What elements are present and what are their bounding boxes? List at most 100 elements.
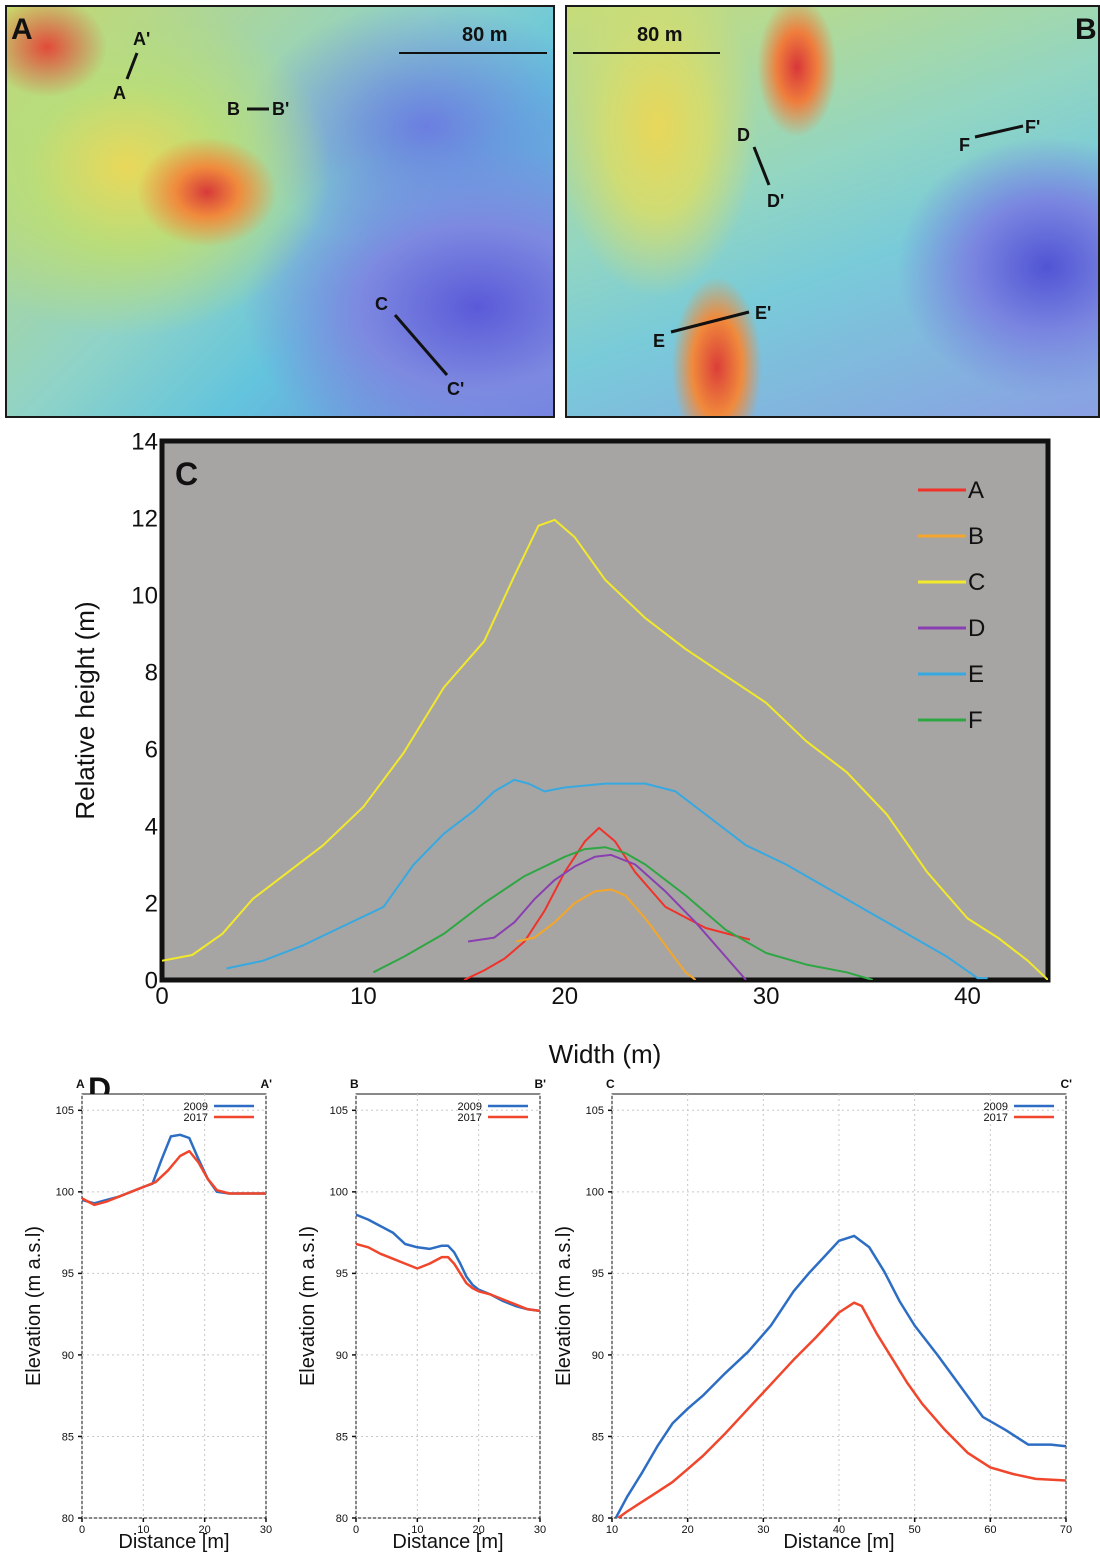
chart-c-x-tick-label: 10 xyxy=(350,983,377,1010)
chart-c-x-axis-label: Width (m) xyxy=(549,1039,662,1069)
chart-d2-y-tick-label: 95 xyxy=(336,1268,348,1280)
chart-d3-x-tick-label: 10 xyxy=(606,1524,618,1536)
profile-line-c xyxy=(393,314,449,376)
chart-d1-y-tick-label: 100 xyxy=(56,1187,74,1199)
chart-d2-y-tick-label: 85 xyxy=(336,1431,348,1443)
chart-d2-x-tick-label: 30 xyxy=(534,1524,546,1536)
chart-c-y-tick-label: 4 xyxy=(145,813,158,840)
relative-height-chart: 0 10 20 30 40 0 2 4 6 8 10 12 14 Width (m) Relative he… xyxy=(70,428,1051,1069)
chart-d1-group: 0 10 20 30 80 85 90 95 100 105 Distance [m] Elevati… xyxy=(23,1093,272,1553)
chart-d3-x-tick-label: 40 xyxy=(833,1524,845,1536)
chart-c-series-e-line xyxy=(226,778,988,980)
chart-d3-y-axis-label: Elevation (m a.s.l) xyxy=(553,1226,575,1386)
profile-c-start: C xyxy=(375,294,388,314)
chart-c-legend-label-e: E xyxy=(968,661,984,688)
chart-d2-end-label: B' xyxy=(534,1077,546,1091)
chart-d1-x-tick-label: 20 xyxy=(199,1524,211,1536)
chart-d1-y-axis-label: Elevation (m a.s.l) xyxy=(23,1226,45,1386)
chart-d2-series-2017-line xyxy=(356,1242,540,1313)
chart-d1-start-label: A xyxy=(76,1077,85,1091)
profile-line-f xyxy=(974,124,1024,139)
profile-b-start: B xyxy=(227,99,240,119)
profile-a-end: A' xyxy=(133,29,150,49)
profile-b-end: B' xyxy=(272,99,289,119)
chart-d1-y-tick-label: 95 xyxy=(62,1268,74,1280)
chart-c-y-tick-label: 2 xyxy=(145,890,158,917)
chart-d3-y-tick-label: 105 xyxy=(586,1105,604,1117)
chart-d2-x-tick-label: 0 xyxy=(353,1524,359,1536)
chart-c-legend-label-c: C xyxy=(968,569,985,596)
map-b-overlay: 80 m D D' E E' F F' xyxy=(573,24,1040,351)
profile-a-start: A xyxy=(113,83,126,103)
chart-d3-y-tick-label: 85 xyxy=(592,1431,604,1443)
chart-d3-start-label: C xyxy=(606,1077,615,1091)
chart-d2-group: 0 10 20 30 80 85 90 95 100 105 Distance [m] Elevati… xyxy=(297,1093,546,1553)
chart-d3-x-tick-label: 20 xyxy=(682,1524,694,1536)
chart-d1-y-tick-label: 90 xyxy=(62,1350,74,1362)
chart-c-plot-area xyxy=(159,438,1051,983)
chart-d3-y-tick-label: 95 xyxy=(592,1268,604,1280)
scale-label-a: 80 m xyxy=(462,24,508,46)
chart-d1-y-tick-label: 85 xyxy=(62,1431,74,1443)
profile-line-d xyxy=(752,146,771,186)
chart-d1-legend-label-2009: 2009 xyxy=(184,1101,208,1113)
chart-d2-y-tick-label: 90 xyxy=(336,1350,348,1362)
panel-letter-c: C xyxy=(175,456,198,492)
chart-d2-y-tick-label: 105 xyxy=(330,1105,348,1117)
chart-c-y-axis-label: Relative height (m) xyxy=(70,601,100,819)
chart-c-series-c-line xyxy=(162,518,1048,980)
chart-d3-x-tick-label: 50 xyxy=(909,1524,921,1536)
profile-c-end: C' xyxy=(447,379,464,399)
chart-c-y-tick-label: 12 xyxy=(131,505,158,532)
chart-d3-series-2009-line xyxy=(614,1234,1066,1518)
chart-c-y-tick-label: 10 xyxy=(131,582,158,609)
chart-d3-end-label: C' xyxy=(1060,1077,1072,1091)
chart-d3-y-tick-label: 90 xyxy=(592,1350,604,1362)
chart-d1-x-tick-label: 30 xyxy=(260,1524,272,1536)
profile-e-start: E xyxy=(653,331,665,351)
chart-d3-group: 10 20 30 40 50 60 70 80 85 90 95 100 105 Distance [m]… xyxy=(553,1093,1072,1553)
hillshade-map-a: 80 m A A' B B' C C' A xyxy=(5,5,555,418)
chart-d1-series-2017-line xyxy=(82,1149,266,1207)
chart-c-series-b-line xyxy=(516,888,697,980)
chart-c-y-tick-label: 6 xyxy=(145,736,158,763)
chart-d2-start-label: B xyxy=(350,1077,359,1091)
chart-d3-series-2017-line xyxy=(617,1301,1066,1518)
chart-d2-series-2009-line xyxy=(356,1213,540,1313)
chart-d2-legend-label-2017: 2017 xyxy=(458,1112,482,1124)
profile-f-start: F xyxy=(959,135,970,155)
chart-d2-legend-label-2009: 2009 xyxy=(458,1101,482,1113)
chart-c-legend-label-b: B xyxy=(968,523,984,550)
chart-d2-y-tick-label: 80 xyxy=(336,1513,348,1525)
chart-c-legend-label-a: A xyxy=(968,477,984,504)
chart-c-group: 0 10 20 30 40 0 2 4 6 8 10 12 14 Width (m) Relative he… xyxy=(70,428,1051,1069)
profile-d-start: D xyxy=(737,125,750,145)
profile-e-end: E' xyxy=(755,303,771,323)
map-a-overlay: 80 m A A' B B' C C' xyxy=(113,24,547,399)
chart-c-x-tick-label: 20 xyxy=(551,983,578,1010)
chart-c-y-tick-label: 8 xyxy=(145,659,158,686)
scale-label-b: 80 m xyxy=(637,24,683,46)
chart-d1-y-tick-label: 80 xyxy=(62,1513,74,1525)
panel-letter-b: B xyxy=(1075,13,1097,46)
chart-c-series-a-line xyxy=(463,826,751,980)
chart-d3-x-tick-label: 60 xyxy=(984,1524,996,1536)
chart-d2-x-axis-label: Distance [m] xyxy=(392,1531,503,1553)
chart-d2-x-tick-label: 10 xyxy=(411,1524,423,1536)
chart-d1-y-tick-label: 105 xyxy=(56,1105,74,1117)
chart-c-y-tick-label: 0 xyxy=(145,967,158,994)
profile-line-e xyxy=(670,310,750,334)
chart-c-y-tick-label: 14 xyxy=(131,428,158,455)
chart-c-series-f-line xyxy=(372,846,874,980)
chart-d3-x-tick-label: 70 xyxy=(1060,1524,1072,1536)
chart-d3-legend-label-2009: 2009 xyxy=(984,1101,1008,1113)
chart-d1-x-tick-label: 10 xyxy=(137,1524,149,1536)
profile-d-end: D' xyxy=(767,191,784,211)
chart-d2-y-tick-label: 100 xyxy=(330,1187,348,1199)
chart-c-x-tick-label: 0 xyxy=(155,983,168,1010)
chart-d3-x-axis-label: Distance [m] xyxy=(783,1531,894,1553)
chart-d3-x-tick-label: 30 xyxy=(757,1524,769,1536)
profile-line-a xyxy=(125,52,139,80)
chart-c-legend-label-f: F xyxy=(968,707,983,734)
